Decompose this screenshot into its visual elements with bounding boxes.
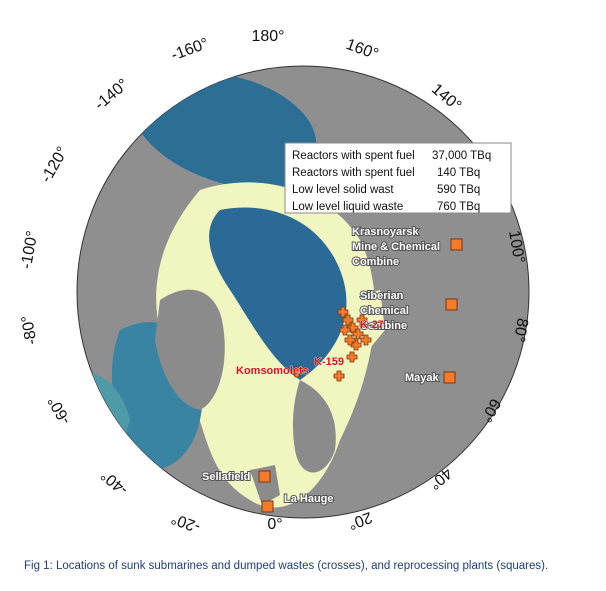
cross: [360, 334, 372, 346]
plant-label: Mine & Chemical: [352, 241, 440, 253]
degree-label: -80°: [19, 314, 41, 346]
degree-label: -60°: [45, 393, 75, 427]
plant-label: Chemical: [360, 305, 409, 317]
legend-value: 37,000 TBq: [432, 150, 491, 162]
legend-box: [284, 142, 512, 214]
legend-label: Reactors with spent fuel: [292, 167, 415, 179]
cross: [352, 328, 364, 340]
degree-label: 100°: [505, 229, 528, 265]
degree-label: 80°: [510, 317, 531, 344]
degree-label: -140°: [92, 76, 132, 114]
degree-label: -160°: [169, 35, 211, 64]
reprocessing-plants: [258, 238, 463, 513]
submarine-label: Komsomolets: [236, 365, 309, 377]
degree-label: 0°: [267, 516, 282, 533]
legend-label: Reactors with spent fuel: [292, 150, 415, 162]
plant-label: La Hauge: [284, 493, 334, 505]
degree-label: -20°: [169, 509, 203, 535]
cross: [356, 314, 368, 326]
degree-label: 160°: [344, 36, 381, 63]
cross: [346, 351, 358, 363]
dump-crosses: [291, 306, 372, 382]
cross: [333, 370, 345, 382]
legend-value: 590 TBq: [437, 184, 480, 196]
plant-label: Krasnoyarsk: [352, 226, 420, 238]
plant-label: Combine: [352, 256, 399, 268]
cross: [339, 324, 351, 336]
degree-label: 180°: [251, 28, 284, 45]
plant-label: Siberian: [360, 290, 404, 302]
legend-label: Low level liquid waste: [292, 201, 403, 213]
legend-label: Low level solid wast: [292, 184, 394, 196]
cross: [337, 306, 349, 318]
plant-label: Mayak: [405, 372, 440, 384]
cross: [344, 334, 356, 346]
plant-label: Combine: [360, 320, 407, 332]
submarine-label: K-27: [360, 319, 384, 331]
submarine-label: K-159: [314, 356, 344, 368]
cross: [291, 366, 303, 378]
degree-label: -100°: [18, 230, 41, 271]
legend-value: 140 TBq: [437, 167, 480, 179]
degree-label: -40°: [98, 466, 132, 498]
plant-label: Sellafield: [202, 471, 250, 483]
cross: [342, 314, 354, 326]
legend-value: 760 TBq: [437, 201, 480, 213]
caption: Fig 1: Locations of sunk submarines and …: [24, 560, 548, 572]
degree-label: -120°: [38, 144, 72, 186]
